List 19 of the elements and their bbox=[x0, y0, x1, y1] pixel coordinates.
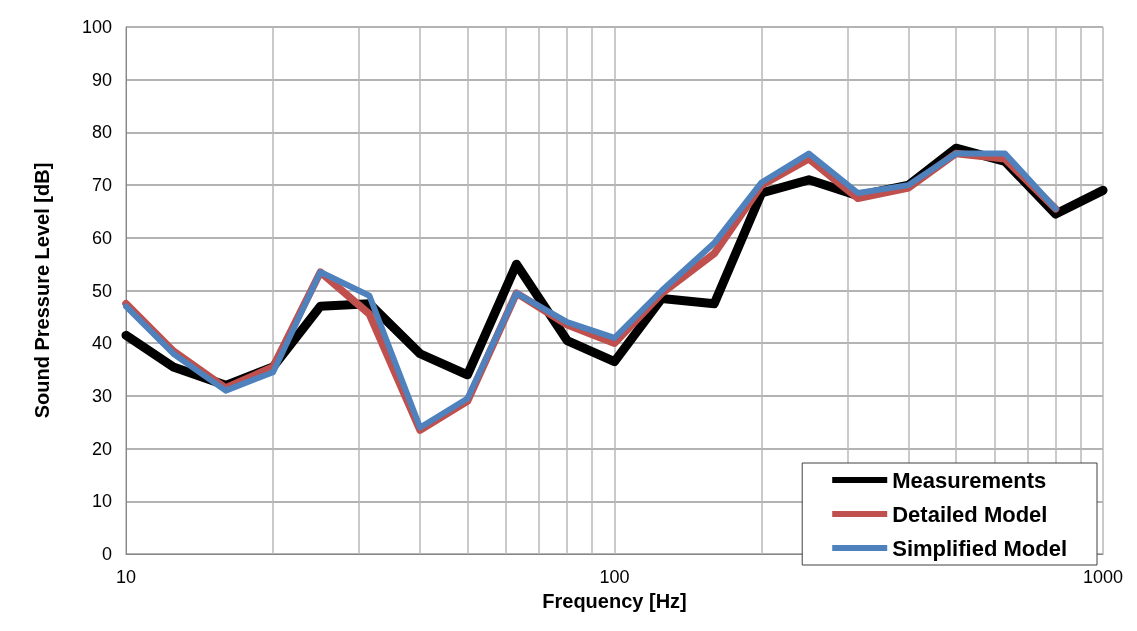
y-tick-label: 30 bbox=[91, 385, 112, 406]
x-tick-label: 1000 bbox=[1082, 567, 1124, 587]
y-tick-label: 100 bbox=[81, 17, 112, 37]
x-axis-title: Frequency [Hz] bbox=[542, 589, 687, 612]
legend-label: Detailed Model bbox=[892, 501, 1048, 527]
legend-label: Measurements bbox=[892, 467, 1047, 493]
y-tick-label: 40 bbox=[91, 333, 112, 354]
y-tick-label: 80 bbox=[91, 122, 112, 143]
y-tick-label: 90 bbox=[91, 69, 112, 90]
y-tick-label: 0 bbox=[101, 544, 112, 564]
y-tick-label: 60 bbox=[91, 227, 112, 248]
y-axis-title: Sound Pressure Level [dB] bbox=[31, 162, 53, 419]
y-tick-label: 20 bbox=[91, 438, 112, 459]
x-tick-label: 100 bbox=[599, 567, 630, 587]
y-tick-label: 10 bbox=[91, 491, 112, 512]
y-tick-label: 50 bbox=[91, 280, 112, 301]
x-tick-label: 10 bbox=[115, 567, 137, 587]
y-tick-label: 70 bbox=[91, 175, 112, 196]
legend-label: Simplified Model bbox=[892, 535, 1068, 561]
